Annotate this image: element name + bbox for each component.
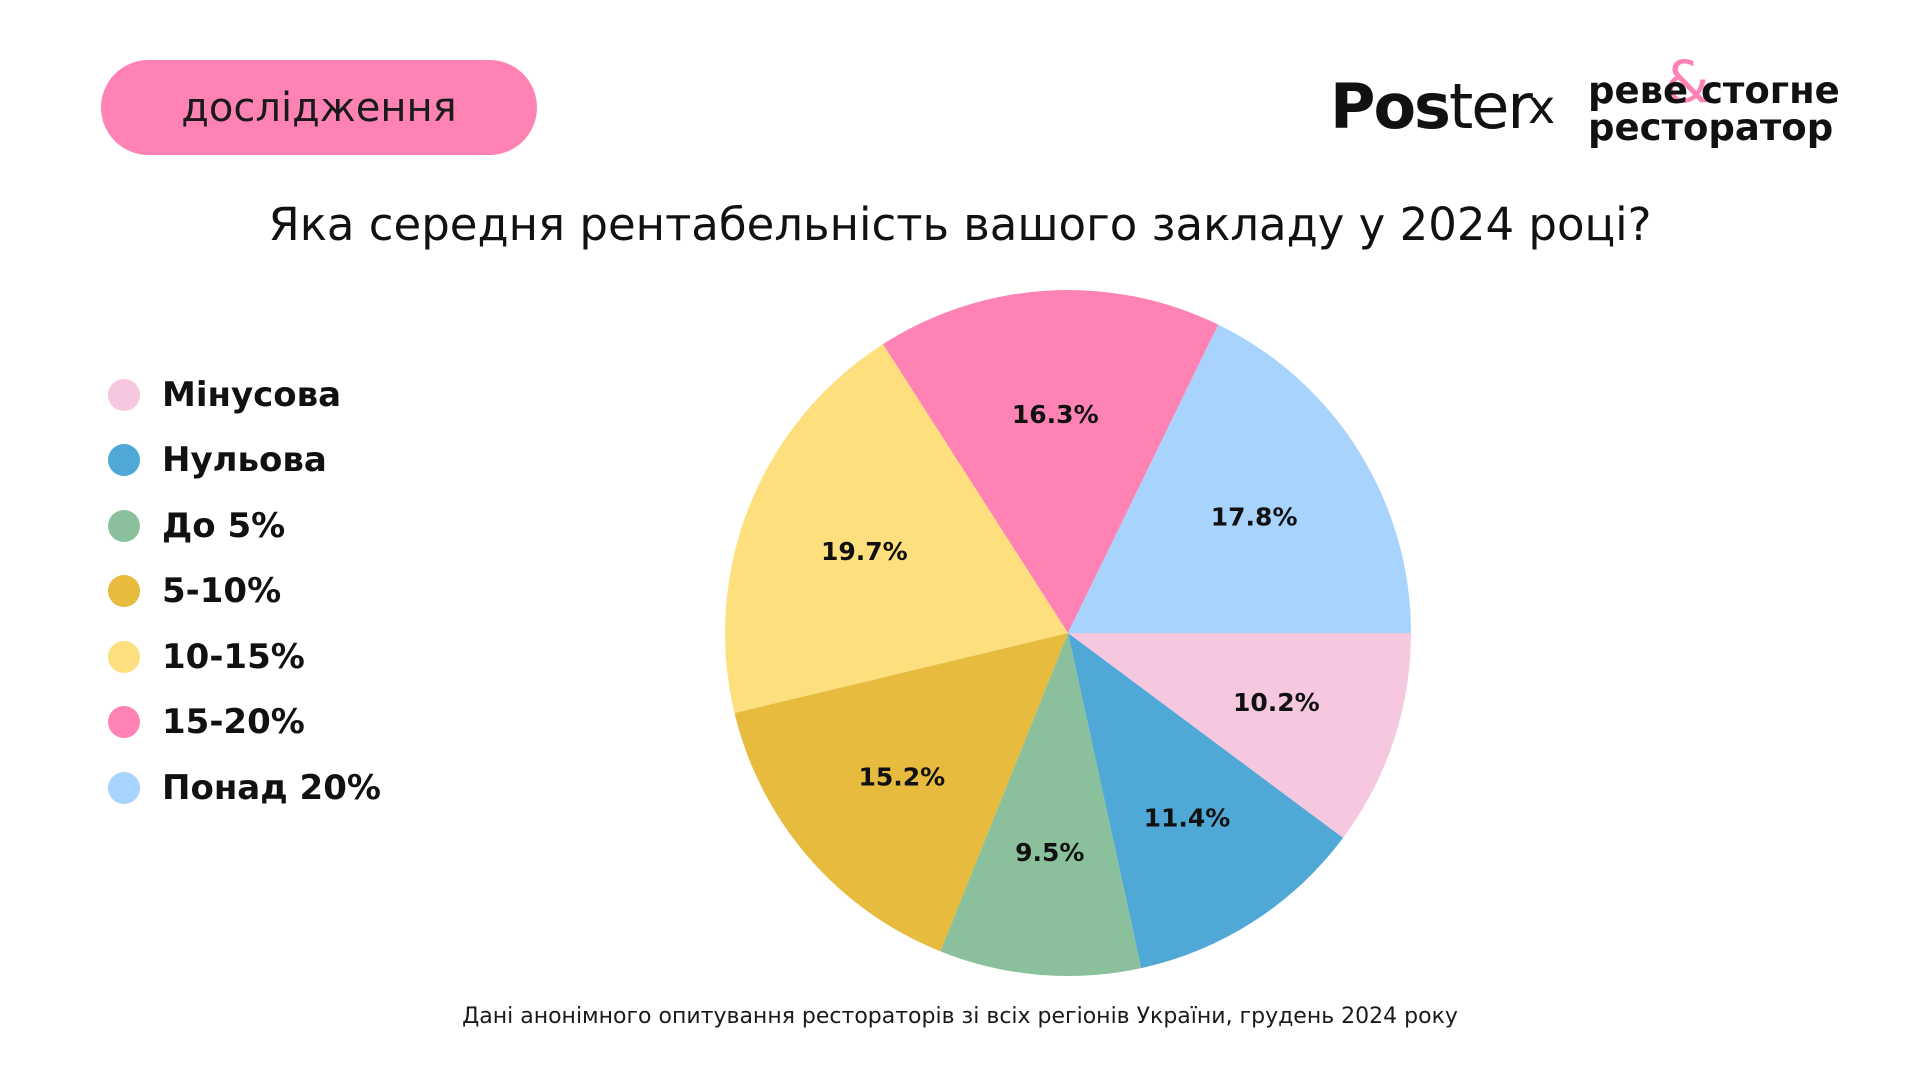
brand-separator: x: [1528, 80, 1556, 134]
reve-stogne-logo: реве стогне ресторатор: [1588, 72, 1840, 146]
poster-logo: Poster: [1330, 70, 1533, 143]
legend-swatch: [108, 640, 140, 673]
legend-label: 5-10%: [162, 571, 282, 612]
legend-label: 10-15%: [162, 636, 305, 677]
legend-label: До 5%: [162, 505, 286, 546]
legend-item: Нульова: [108, 428, 381, 494]
legend-item: 10-15%: [108, 624, 381, 690]
legend-item: 5-10%: [108, 559, 381, 625]
chart-legend: Мінусова Нульова До 5% 5-10% 10-15% 15-20% Пон…: [108, 362, 381, 821]
footnote: Дані анонімного опитування рестораторів …: [462, 1004, 1458, 1029]
slice-value-label: 9.5%: [1015, 838, 1084, 867]
legend-item: Мінусова: [108, 362, 381, 428]
slice-value-label: 15.2%: [859, 762, 946, 791]
legend-swatch: [108, 378, 140, 411]
pie-slice: [1068, 633, 1411, 838]
pie-slice: [734, 633, 1068, 952]
legend-label: Понад 20%: [162, 767, 381, 808]
slice-value-label: 10.2%: [1233, 688, 1320, 717]
legend-item: Понад 20%: [108, 755, 381, 821]
legend-swatch: [108, 575, 140, 608]
slice-value-label: 19.7%: [821, 537, 908, 566]
slice-value-label: 11.4%: [1144, 803, 1231, 832]
ampersand-logo-mark: &: [1664, 48, 1710, 116]
legend-swatch: [108, 444, 140, 477]
legend-swatch: [108, 509, 140, 542]
pie-slice: [883, 290, 1219, 633]
chart-title: Яка середня рентабельність вашого заклад…: [268, 198, 1652, 251]
legend-label: 15-20%: [162, 702, 305, 743]
research-tag: дослідження: [101, 60, 537, 155]
slice-value-label: 16.3%: [1012, 400, 1099, 429]
pie-chart: 10.2% 11.4% 9.5% 15.2% 19.7% 16.3% 17.8%: [725, 290, 1411, 976]
legend-label: Мінусова: [162, 374, 342, 415]
legend-item: До 5%: [108, 493, 381, 559]
slice-value-label: 17.8%: [1211, 503, 1298, 532]
reve-stogne-logo-line2: ресторатор: [1588, 106, 1834, 149]
legend-swatch: [108, 706, 140, 739]
poster-logo-bold: Pos: [1330, 70, 1451, 143]
legend-item: 15-20%: [108, 690, 381, 756]
pie-slice: [1068, 633, 1344, 969]
legend-swatch: [108, 771, 140, 804]
pie-slice: [1068, 324, 1411, 633]
pie-slice: [725, 344, 1068, 713]
poster-logo-light: ter: [1448, 70, 1533, 143]
reve-stogne-logo-line1: реве стогне: [1588, 69, 1840, 112]
pie-slice: [940, 633, 1142, 976]
brand-logos: Poster x & реве стогне ресторатор: [1320, 48, 1840, 160]
research-tag-label: дослідження: [181, 84, 457, 131]
legend-label: Нульова: [162, 440, 327, 481]
